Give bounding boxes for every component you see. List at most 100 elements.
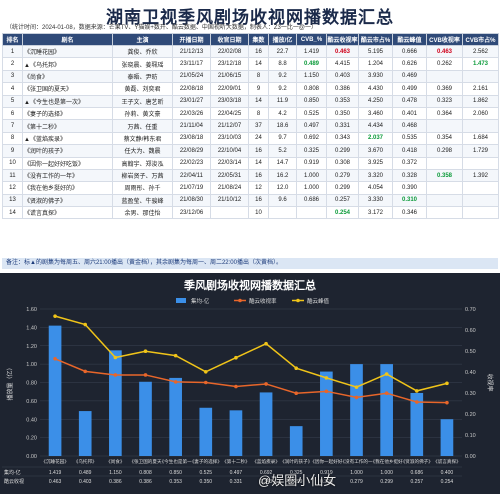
table-cell: 12.0 (268, 181, 297, 195)
series-point (234, 355, 238, 360)
series-point (324, 389, 329, 394)
table-cell: 16.2 (268, 168, 297, 183)
bar (229, 410, 243, 456)
data-table-cell: 0.463 (49, 479, 62, 485)
table-cell: 0.468 (392, 119, 427, 133)
bar (109, 350, 122, 456)
bar (139, 381, 152, 456)
bar (169, 377, 182, 456)
table-cell: 5.195 (358, 44, 393, 59)
table-cell: 0.343 (326, 131, 359, 146)
table-row: 8 ▲《蓝焰疾录》 蔡文静/韩东君 23/08/18 23/10/03 24 9.7 0.69… (2, 131, 499, 146)
table-cell: 《因你一起好好吃饭》 (22, 156, 113, 170)
table-header-cell: CVB市占% (462, 33, 499, 46)
table-cell: 王子文、唐艺昕 (112, 94, 173, 108)
table-cell (426, 181, 463, 195)
data-table-cell: 0.343 (260, 479, 273, 485)
table-cell: 23/12/06 (172, 206, 211, 220)
x-tick-label: 《张卫国的夏天 (129, 458, 162, 465)
table-header-cell: CVB_% (296, 33, 327, 46)
series-point (113, 355, 118, 360)
table-cell: 0.279 (326, 168, 359, 183)
table-cell: 21/11/04 (172, 119, 211, 133)
x-tick-label: 《贤淑的佛子》 (401, 458, 433, 465)
table-cell: 1.473 (462, 57, 499, 71)
table-cell: 3.330 (358, 193, 393, 208)
legend-marker (238, 298, 242, 303)
series-point (53, 314, 57, 318)
y-left-tick-label: 1.20 (26, 344, 37, 350)
table-row: 6 《妻子的选择》 孙莉、黄文豪 22/03/26 22/04/25 8 4.2 0.525 0… (2, 106, 499, 121)
table-cell: 0.525 (296, 106, 327, 121)
table-cell: 11 (2, 168, 23, 183)
table-cell: 0.478 (392, 94, 427, 108)
y-right-tick-label: 0.50 (465, 349, 476, 355)
table-cell: 《没有工作的一年》 (22, 168, 113, 183)
table-cell: 23/10/03 (210, 131, 249, 146)
footnote: 备注：标▲的剧集为每周五、周六21:00播出（黄金档），其余剧集为每周一、周二2… (2, 258, 498, 269)
series-point (83, 322, 88, 327)
y-right-tick-label: 0.00 (465, 454, 476, 460)
table-cell: 龚俊、乔欣 (112, 44, 173, 59)
legend-label: 酷云峰值 (307, 297, 330, 305)
table-cell: 蓝盈莹、牛骏峰 (112, 193, 173, 208)
table-cell: 14 (248, 156, 269, 170)
table-cell: 《润叶的孩子》 (22, 144, 113, 158)
data-table-row-label: 集均-亿 (4, 469, 21, 476)
table-header-row: 排名 剧名 主演 开播日期 收官日期 集数 播放/亿 CVB_% 酷云收视率 酷云市占% 酷云峰值 C… (2, 33, 499, 46)
y-left-axis-label: 播放量（亿） (6, 364, 14, 400)
table-cell: 9.7 (268, 131, 297, 146)
series-point (203, 369, 208, 374)
table-header-cell: 酷云峰值 (392, 33, 427, 46)
table-cell: 0.257 (326, 193, 359, 208)
table-cell: 1.684 (462, 131, 499, 146)
series-point (83, 369, 88, 374)
table-cell: 0.626 (392, 57, 427, 71)
table-cell: 0.499 (392, 82, 427, 96)
table-cell: 3.172 (358, 206, 393, 220)
table-cell: 3.320 (358, 168, 393, 183)
table-cell: 0.463 (426, 44, 463, 59)
table-cell: 23/03/18 (210, 94, 249, 108)
table-cell: 23/08/18 (172, 131, 211, 146)
table-cell: 14 (248, 57, 269, 71)
table-cell: 8 (248, 106, 269, 121)
x-tick-label: 《我在他乡挺好 (371, 458, 404, 465)
table-cell: 0.808 (296, 82, 327, 96)
table-cell: 22/08/29 (172, 144, 211, 158)
table-cell: 16 (248, 44, 269, 59)
data-table-cell: 0.308 (320, 479, 333, 485)
table-row: 4 《张卫国的夏天》 黄磊、刘奕君 22/08/18 22/09/01 9 9.2 0.808… (2, 82, 499, 96)
table-cell (462, 69, 499, 84)
data-table-cell: 1.419 (49, 470, 62, 476)
data-table-cell: 0.403 (79, 479, 92, 485)
x-tick-label: 《谎言真探》 (433, 458, 461, 465)
series-point (173, 380, 178, 384)
y-right-tick-label: 0.70 (465, 307, 476, 313)
table-cell: 0.299 (326, 181, 359, 195)
table-header-cell: 排名 (2, 33, 23, 46)
table-cell: 21/10/12 (210, 193, 249, 208)
series-point (445, 400, 449, 405)
table-cell: 4.2 (268, 106, 297, 121)
table-row: 13 《贤淑的佛子》 蓝盈莹、牛骏峰 21/08/30 21/10/12 16 9.6 0.6… (2, 193, 499, 208)
data-table-cell: 0.299 (380, 479, 393, 485)
table-cell: 37 (248, 119, 269, 133)
series-point (384, 391, 389, 396)
bar (78, 411, 92, 456)
table-cell: 0.666 (392, 44, 427, 59)
table-cell: 0.919 (296, 156, 327, 170)
table-cell: 3 (2, 69, 23, 84)
table-cell: 12 (2, 181, 23, 195)
table-cell: 0.353 (326, 94, 359, 108)
table-cell: 9.2 (268, 69, 297, 84)
table-cell: 《妻子的选择》 (22, 106, 113, 121)
table-cell: 0.298 (426, 144, 463, 158)
table-cell: 0.369 (426, 82, 463, 96)
table-cell: 22/08/18 (172, 82, 211, 96)
table-cell: 22/04/25 (210, 106, 249, 121)
series-point (445, 381, 449, 386)
table-cell: 5 (2, 94, 23, 108)
table-row: 14 《谎言真探》 余男、那佳怡 23/12/06 10 0.254 3.172 0.346 (2, 206, 499, 220)
